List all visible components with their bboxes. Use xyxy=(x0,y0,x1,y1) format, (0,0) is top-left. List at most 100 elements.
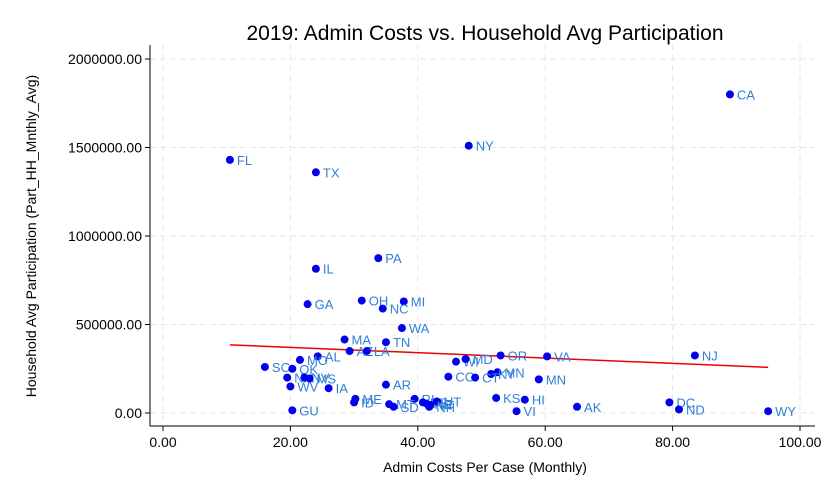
data-point xyxy=(286,382,295,391)
data-point xyxy=(305,374,314,383)
axis-ticks: 0.00 20.00 40.00 60.00 80.00 100.00 0.00 500000… xyxy=(68,51,822,450)
x-tick-label: 80.00 xyxy=(655,434,690,450)
data-point xyxy=(425,402,434,411)
data-point xyxy=(225,155,234,164)
point-label: KS xyxy=(503,391,521,406)
data-point xyxy=(410,394,419,403)
data-point xyxy=(573,402,582,411)
data-point xyxy=(350,398,359,407)
data-point xyxy=(295,355,304,364)
point-label: MD xyxy=(473,352,493,367)
data-point xyxy=(340,335,349,344)
data-point xyxy=(432,397,441,406)
data-point xyxy=(496,351,505,360)
x-axis-label: Admin Costs Per Case (Monthly) xyxy=(383,459,587,475)
data-point xyxy=(487,370,496,379)
point-label: WY xyxy=(775,404,796,419)
y-tick-label: 500000.00 xyxy=(76,317,142,333)
data-point xyxy=(534,375,543,384)
point-label: MN xyxy=(546,372,566,387)
data-point xyxy=(690,351,699,360)
y-tick-label: 1000000.00 xyxy=(68,228,142,244)
point-label: MO xyxy=(307,353,328,368)
point-label: WA xyxy=(409,321,430,336)
data-point xyxy=(674,405,683,414)
data-point xyxy=(283,373,292,382)
y-tick-label: 0.00 xyxy=(115,405,142,421)
point-label: PA xyxy=(385,251,402,266)
data-point xyxy=(288,364,297,373)
point-label: WV xyxy=(297,379,318,394)
point-label: KY xyxy=(498,367,516,382)
data-point xyxy=(461,355,470,364)
data-point xyxy=(288,406,297,415)
data-point xyxy=(311,264,320,273)
point-label: MN xyxy=(504,365,524,380)
data-point xyxy=(389,402,398,411)
point-label: OR xyxy=(508,348,528,363)
point-label: AK xyxy=(584,400,602,415)
data-point xyxy=(452,357,461,366)
x-tick-label: 60.00 xyxy=(528,434,563,450)
point-label: IL xyxy=(323,262,334,277)
point-label: CT xyxy=(482,371,499,386)
chart-title: 2019: Admin Costs vs. Household Avg Part… xyxy=(246,22,723,45)
data-point xyxy=(444,372,453,381)
data-point xyxy=(397,324,406,333)
data-point xyxy=(399,297,408,306)
data-point xyxy=(520,395,529,404)
data-point xyxy=(543,352,552,361)
point-label: LA xyxy=(374,344,390,359)
point-label: UT xyxy=(444,394,461,409)
x-tick-label: 20.00 xyxy=(273,434,308,450)
point-label: SC xyxy=(272,360,290,375)
data-point xyxy=(381,380,390,389)
data-points: CANYFLTXPAILOHMIGANCWAMATNAZLAORVANJALMO… xyxy=(225,87,796,419)
data-point xyxy=(665,398,674,407)
point-label: NH xyxy=(436,400,455,415)
data-point xyxy=(374,254,383,263)
x-tick-label: 0.00 xyxy=(149,434,176,450)
data-point xyxy=(492,393,501,402)
point-label: TN xyxy=(393,335,410,350)
point-label: NJ xyxy=(702,348,718,363)
point-label: MS xyxy=(317,371,337,386)
data-point xyxy=(362,347,371,356)
data-point xyxy=(357,296,366,305)
point-label: MT xyxy=(396,397,415,412)
point-label: VA xyxy=(554,349,571,364)
data-point xyxy=(764,407,773,416)
point-label: VI xyxy=(524,404,536,419)
point-label: VT xyxy=(438,398,455,413)
data-point xyxy=(512,407,521,416)
data-point xyxy=(464,141,473,150)
point-label: AR xyxy=(393,378,411,393)
data-point xyxy=(471,373,480,382)
data-point xyxy=(313,352,322,361)
x-tick-label: 100.00 xyxy=(779,434,822,450)
point-label: GU xyxy=(299,403,319,418)
y-axis-label: Household Avg Participation (Part_HH_Mnt… xyxy=(23,75,39,397)
point-label: CO xyxy=(455,370,475,385)
y-tick-label: 2000000.00 xyxy=(68,51,142,67)
point-label: CA xyxy=(737,87,755,102)
y-tick-label: 1500000.00 xyxy=(68,140,142,156)
data-point xyxy=(345,347,354,356)
point-label: GA xyxy=(315,297,334,312)
point-label: SD xyxy=(401,400,419,415)
x-tick-label: 40.00 xyxy=(400,434,435,450)
point-label: HI xyxy=(532,393,545,408)
point-label: ID xyxy=(361,395,374,410)
data-point xyxy=(378,304,387,313)
point-label: MI xyxy=(411,294,425,309)
point-label: NY xyxy=(476,139,494,154)
data-point xyxy=(260,362,269,371)
point-label: NV xyxy=(311,371,329,386)
point-label: MA xyxy=(352,333,372,348)
point-label: TX xyxy=(323,165,340,180)
point-label: NC xyxy=(390,302,409,317)
data-point xyxy=(725,90,734,99)
data-point xyxy=(493,368,502,377)
